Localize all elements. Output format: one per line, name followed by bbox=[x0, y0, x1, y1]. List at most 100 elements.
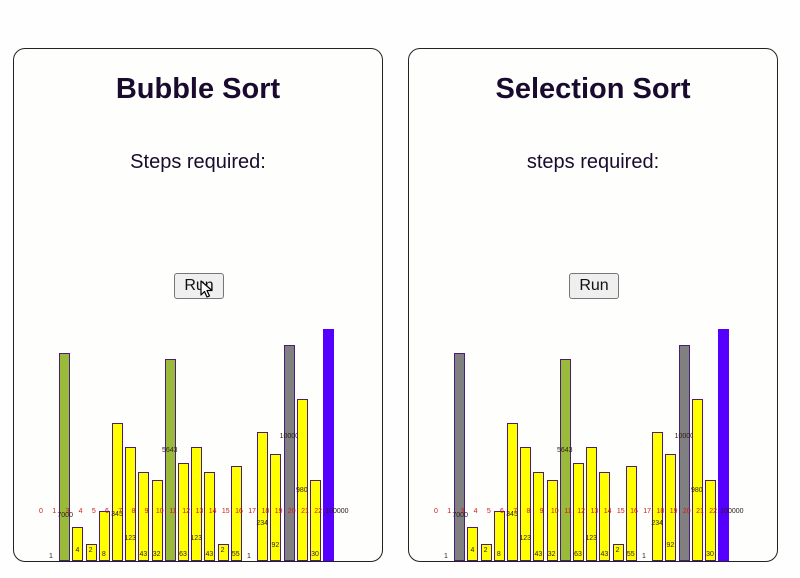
bar-index-label: 18 bbox=[261, 508, 270, 515]
bar-index-label: 12 bbox=[182, 508, 191, 515]
run-button[interactable]: Run bbox=[569, 273, 619, 299]
bar-value-label: 92 bbox=[666, 542, 675, 549]
bar bbox=[599, 472, 611, 561]
bar-index-label: 13 bbox=[195, 508, 204, 515]
bar bbox=[546, 480, 558, 561]
bar bbox=[151, 480, 163, 561]
bar-index-label: 16 bbox=[630, 508, 638, 515]
bar-value-label: 1 bbox=[49, 553, 53, 560]
bar-value-label: 5643 bbox=[557, 447, 573, 454]
bar-index-label: 19 bbox=[274, 508, 283, 515]
bar-index-label: 0 bbox=[434, 508, 438, 515]
bar-index-label: 19 bbox=[669, 508, 678, 515]
bar-index-label: 10 bbox=[155, 508, 164, 515]
bar-value-label: 63 bbox=[574, 551, 582, 558]
bar bbox=[520, 447, 532, 561]
bar bbox=[323, 329, 335, 561]
bar bbox=[665, 454, 677, 561]
bar-value-label: 234 bbox=[256, 520, 269, 527]
bar-index-label: 0 bbox=[39, 508, 43, 515]
bar bbox=[98, 511, 110, 561]
bar-index-label: 13 bbox=[590, 508, 599, 515]
bar-value-label: 2 bbox=[615, 547, 620, 554]
bar-value-label: 123 bbox=[585, 535, 598, 542]
bar-value-label: 2 bbox=[88, 547, 93, 554]
bar-value-label: 7000 bbox=[57, 512, 73, 519]
bar-index-label: 21 bbox=[696, 508, 704, 515]
bar bbox=[691, 399, 703, 561]
bar-value-label: 5643 bbox=[162, 447, 178, 454]
bar-value-label: 43 bbox=[534, 551, 543, 558]
bar-index-label: 14 bbox=[603, 508, 612, 515]
bar-value-label: 123 bbox=[124, 535, 137, 542]
bar bbox=[178, 463, 189, 561]
bar-index-label: 22 bbox=[709, 508, 718, 515]
bar-index-label: 3 bbox=[65, 508, 70, 515]
bar-index-label: 5 bbox=[486, 508, 491, 515]
bar-visualization: 0 1 1 7000 3 4 4 2 5 8 6 345 7 123 8 43 9 32 10 5643 11 63 12 1… bbox=[409, 49, 777, 561]
bar bbox=[85, 544, 97, 561]
bar-value-label: 345 bbox=[111, 511, 123, 518]
bar bbox=[59, 353, 71, 561]
bar bbox=[125, 447, 137, 561]
bar-index-label: 5 bbox=[91, 508, 96, 515]
bar-value-label: 55 bbox=[231, 551, 240, 558]
bar-visualization: 0 1 1 7000 3 4 4 2 5 8 6 345 7 123 8 43 9 32 10 5643 11 63 12 1… bbox=[14, 49, 382, 561]
bar bbox=[480, 544, 492, 561]
bar-value-label: 55 bbox=[626, 551, 635, 558]
bar bbox=[573, 463, 584, 561]
bar-index-label: 15 bbox=[616, 508, 625, 515]
bar-value-label: 8 bbox=[101, 551, 106, 558]
bar-value-label: 8 bbox=[496, 551, 501, 558]
bar bbox=[507, 423, 518, 561]
bar-index-label: 18 bbox=[656, 508, 665, 515]
bar-value-label: 234 bbox=[651, 520, 664, 527]
bar-value-label: 32 bbox=[152, 551, 161, 558]
steps-required-label: steps required: bbox=[526, 151, 660, 173]
hand-cursor-icon bbox=[200, 280, 213, 298]
bar bbox=[559, 359, 571, 561]
bar-index-label: 14 bbox=[208, 508, 217, 515]
bar-value-label: 43 bbox=[139, 551, 148, 558]
bar-value-label: 345 bbox=[506, 511, 518, 518]
bar-index-label: 6 bbox=[500, 508, 504, 515]
bar-index-label: 21 bbox=[301, 508, 309, 515]
bar-value-label: 1 bbox=[444, 553, 448, 560]
bar bbox=[217, 544, 229, 561]
bar-index-label: 20 bbox=[287, 508, 296, 515]
bar bbox=[625, 466, 637, 561]
bar-value-label: 123 bbox=[190, 535, 203, 542]
bar-index-label: 4 bbox=[78, 508, 83, 515]
bar-value-label: 1 bbox=[247, 553, 251, 560]
bar-value-label: 92 bbox=[271, 542, 280, 549]
bar-value-label: 43 bbox=[600, 551, 609, 558]
bar-index-label: 12 bbox=[577, 508, 586, 515]
bar-value-label: 2 bbox=[483, 547, 488, 554]
bar-value-label: 43 bbox=[205, 551, 214, 558]
bar-value-label: 63 bbox=[179, 551, 187, 558]
run-button[interactable]: Run bbox=[174, 273, 224, 299]
bar-index-label: 7 bbox=[118, 508, 123, 515]
bar-value-label: 10000 bbox=[279, 433, 300, 440]
steps-required-label: Steps required: bbox=[130, 151, 266, 173]
bar-index-label: 11 bbox=[169, 508, 177, 515]
bar-index-label: 17 bbox=[248, 508, 257, 515]
bar bbox=[718, 329, 730, 561]
bar-index-label: 3 bbox=[460, 508, 465, 515]
bar bbox=[454, 353, 466, 561]
bar-value-label: 980 bbox=[690, 487, 703, 494]
bar-value-label: 30 bbox=[706, 551, 714, 558]
bar bbox=[612, 544, 624, 561]
bar bbox=[112, 423, 123, 561]
bar bbox=[72, 527, 84, 561]
bar-index-label: 6 bbox=[105, 508, 109, 515]
bar bbox=[652, 432, 664, 561]
bar-value-label: 123 bbox=[519, 535, 532, 542]
bar bbox=[533, 472, 545, 561]
bar-index-label: 7 bbox=[513, 508, 518, 515]
bar-index-label: 10 bbox=[550, 508, 559, 515]
bar-index-label: 17 bbox=[643, 508, 652, 515]
bar bbox=[467, 527, 479, 561]
bar-index-label: 9 bbox=[539, 508, 544, 515]
bar-index-label: 20 bbox=[682, 508, 691, 515]
